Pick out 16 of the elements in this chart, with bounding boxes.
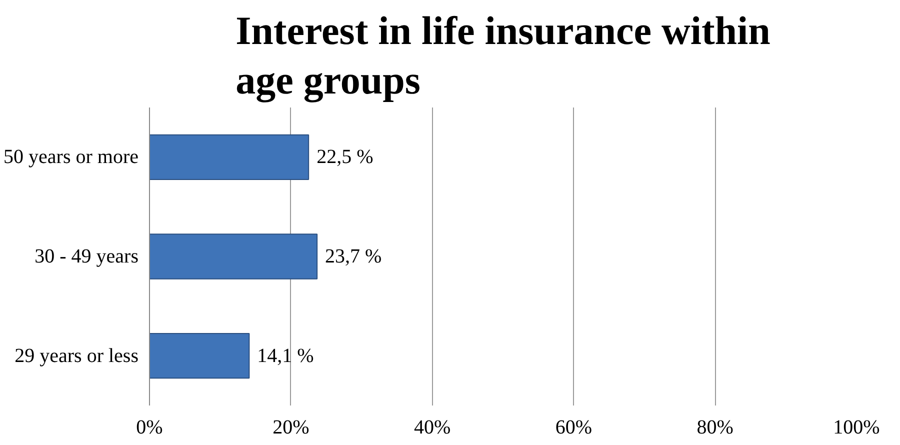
bar <box>150 332 250 379</box>
x-tick-label: 0% <box>136 416 163 438</box>
bar <box>150 234 318 280</box>
x-tick-label: 40% <box>414 416 451 438</box>
data-label: 14,1 % <box>257 344 314 367</box>
x-tick-label: 20% <box>272 416 310 438</box>
y-tick-label: 30 - 49 years <box>34 246 139 268</box>
x-tick-label: 80% <box>696 416 734 438</box>
x-tick-label: 100% <box>833 416 880 438</box>
data-label: 23,7 % <box>325 246 382 268</box>
bar <box>150 134 310 180</box>
data-label: 22,5 % <box>316 146 374 168</box>
x-tick-label: 60% <box>555 416 592 438</box>
y-tick-label: 29 years or less <box>14 344 139 367</box>
y-tick-label: 50 years or more <box>4 146 139 168</box>
chart-title: Interest in life insurance within age groups <box>236 8 770 102</box>
